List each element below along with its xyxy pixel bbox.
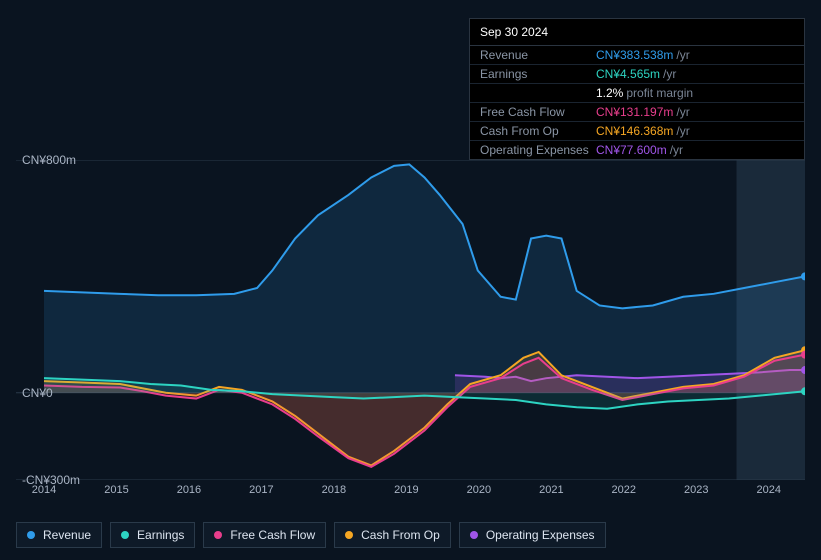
chart-legend: Revenue Earnings Free Cash Flow Cash From O… bbox=[16, 522, 606, 548]
tooltip-row: RevenueCN¥383.538m/yr bbox=[470, 46, 804, 65]
legend-label: Cash From Op bbox=[361, 528, 440, 542]
chart-plot: CN¥800mCN¥0-CN¥300m bbox=[16, 160, 805, 480]
tooltip-label: Operating Expenses bbox=[480, 143, 596, 157]
tooltip-date: Sep 30 2024 bbox=[470, 19, 804, 46]
x-axis-label: 2016 bbox=[177, 484, 201, 496]
legend-label: Free Cash Flow bbox=[230, 528, 315, 542]
tooltip-label: Cash From Op bbox=[480, 124, 596, 138]
legend-item[interactable]: Revenue bbox=[16, 522, 102, 548]
x-axis-label: 2015 bbox=[104, 484, 128, 496]
legend-label: Earnings bbox=[137, 528, 184, 542]
tooltip-label: Free Cash Flow bbox=[480, 105, 596, 119]
x-axis-label: 2024 bbox=[757, 484, 781, 496]
tooltip-value: CN¥131.197m/yr bbox=[596, 105, 794, 119]
legend-item[interactable]: Free Cash Flow bbox=[203, 522, 326, 548]
legend-label: Operating Expenses bbox=[486, 528, 595, 542]
legend-item[interactable]: Operating Expenses bbox=[459, 522, 606, 548]
x-axis-label: 2021 bbox=[539, 484, 563, 496]
tooltip-value: CN¥383.538m/yr bbox=[596, 48, 794, 62]
legend-dot bbox=[121, 531, 129, 539]
legend-item[interactable]: Cash From Op bbox=[334, 522, 451, 548]
legend-label: Revenue bbox=[43, 528, 91, 542]
x-axis-label: 2019 bbox=[394, 484, 418, 496]
tooltip-row: EarningsCN¥4.565m/yr bbox=[470, 65, 804, 84]
tooltip-rows: RevenueCN¥383.538m/yrEarningsCN¥4.565m/y… bbox=[470, 46, 804, 159]
tooltip-row: Cash From OpCN¥146.368m/yr bbox=[470, 122, 804, 141]
tooltip-value: CN¥77.600m/yr bbox=[596, 143, 794, 157]
y-axis-label: -CN¥300m bbox=[22, 473, 80, 487]
y-axis-label: CN¥0 bbox=[22, 386, 53, 400]
tooltip-value: CN¥4.565m/yr bbox=[596, 67, 794, 81]
legend-item[interactable]: Earnings bbox=[110, 522, 195, 548]
legend-dot bbox=[214, 531, 222, 539]
x-axis-label: 2023 bbox=[684, 484, 708, 496]
tooltip-label bbox=[480, 86, 596, 100]
y-axis-label: CN¥800m bbox=[22, 153, 76, 167]
data-tooltip: Sep 30 2024 RevenueCN¥383.538m/yrEarning… bbox=[469, 18, 805, 160]
tooltip-value: CN¥146.368m/yr bbox=[596, 124, 794, 138]
tooltip-row: Free Cash FlowCN¥131.197m/yr bbox=[470, 103, 804, 122]
x-axis-label: 2017 bbox=[249, 484, 273, 496]
chart-svg bbox=[16, 160, 805, 480]
x-axis-label: 2022 bbox=[612, 484, 636, 496]
tooltip-value: 1.2%profit margin bbox=[596, 86, 794, 100]
x-axis: 2014201520162017201820192020202120222023… bbox=[16, 482, 805, 502]
tooltip-row: 1.2%profit margin bbox=[470, 84, 804, 103]
legend-dot bbox=[470, 531, 478, 539]
x-axis-label: 2020 bbox=[467, 484, 491, 496]
legend-dot bbox=[27, 531, 35, 539]
x-axis-label: 2018 bbox=[322, 484, 346, 496]
tooltip-row: Operating ExpensesCN¥77.600m/yr bbox=[470, 141, 804, 159]
tooltip-label: Earnings bbox=[480, 67, 596, 81]
tooltip-label: Revenue bbox=[480, 48, 596, 62]
legend-dot bbox=[345, 531, 353, 539]
